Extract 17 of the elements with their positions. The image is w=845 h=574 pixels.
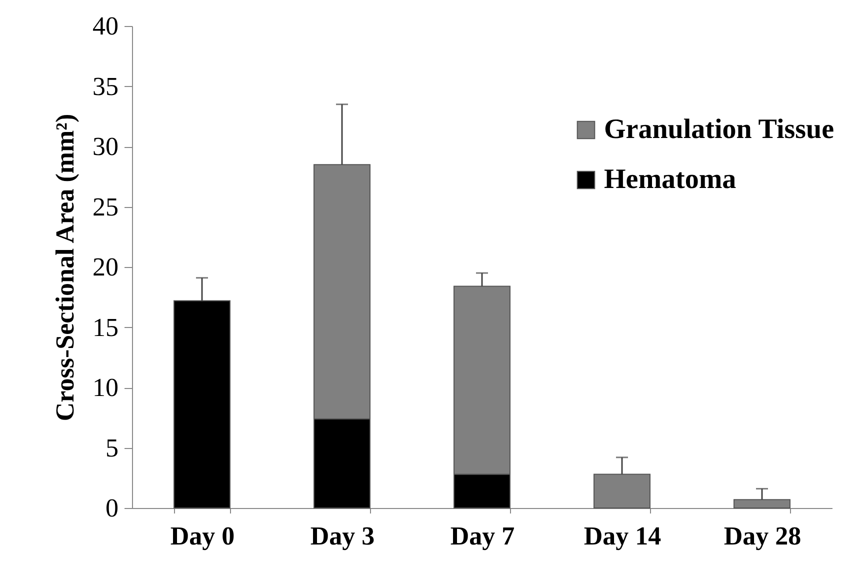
y-tick-label: 0 — [106, 494, 118, 522]
x-tick-label: Day 7 — [450, 522, 515, 550]
y-tick-label: 5 — [106, 433, 118, 462]
y-tick-label: 15 — [92, 312, 118, 342]
legend-label: Granulation Tissue — [604, 114, 834, 145]
x-tick-label: Day 28 — [724, 522, 802, 550]
y-axis-title: Cross-Sectional Area (mm²) — [50, 114, 80, 422]
x-tick-label: Day 0 — [170, 522, 235, 550]
x-tick-label: Day 3 — [310, 522, 375, 550]
y-tick-label: 25 — [92, 192, 118, 222]
y-tick-label: 20 — [92, 252, 118, 282]
x-tick-label: Day 14 — [584, 522, 662, 550]
y-tick-label: 35 — [92, 72, 118, 101]
y-tick-label: 10 — [92, 373, 118, 402]
legend-label: Hematoma — [604, 164, 736, 195]
y-tick-label: 30 — [92, 132, 118, 161]
y-tick-label: 40 — [92, 12, 118, 40]
